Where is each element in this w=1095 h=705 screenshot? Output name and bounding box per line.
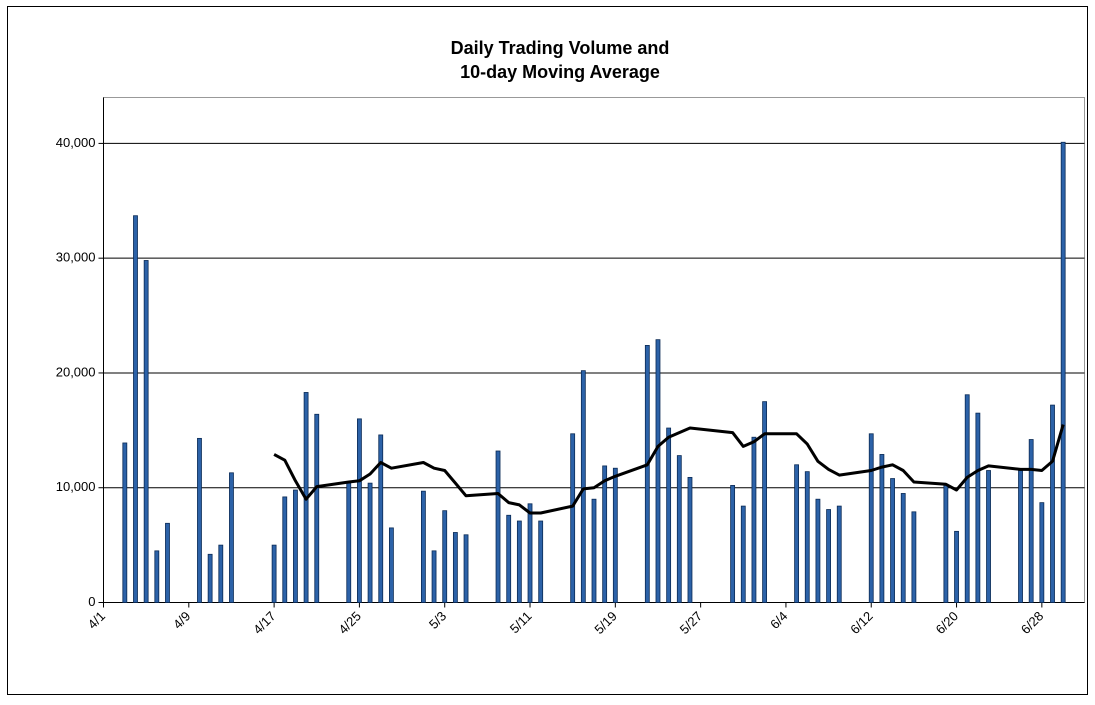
- bar: [900, 493, 906, 603]
- bar: [346, 482, 352, 603]
- bar: [378, 434, 384, 603]
- bar: [293, 489, 298, 603]
- bar: [452, 532, 458, 603]
- bar: [804, 471, 810, 603]
- bar: [357, 418, 362, 603]
- y-tick-label: 20,000: [56, 364, 96, 379]
- bar: [1060, 141, 1066, 603]
- bar: [442, 510, 448, 603]
- bar: [1039, 502, 1045, 603]
- bar: [868, 433, 874, 603]
- bar: [506, 514, 512, 603]
- bar: [218, 544, 224, 603]
- bar: [612, 467, 618, 603]
- bar: [1018, 470, 1023, 603]
- bar: [730, 485, 736, 603]
- bar: [495, 450, 501, 603]
- chart-title: 10-day Moving Average: [460, 62, 660, 82]
- bar: [197, 437, 202, 603]
- bar: [154, 550, 160, 603]
- bar: [666, 427, 672, 603]
- bar: [165, 522, 170, 603]
- bar: [826, 509, 831, 603]
- bar: [282, 496, 288, 603]
- bar: [367, 482, 373, 603]
- bar: [794, 464, 799, 603]
- bar: [516, 520, 522, 603]
- bar: [207, 553, 213, 603]
- bar: [676, 455, 682, 603]
- bar: [538, 520, 544, 603]
- bar: [836, 505, 842, 603]
- bar: [463, 534, 469, 603]
- bar: [389, 527, 394, 603]
- bar: [644, 345, 650, 603]
- bar: [964, 394, 970, 603]
- bar: [911, 511, 917, 603]
- chart-title: Daily Trading Volume and: [451, 38, 670, 58]
- bar: [229, 472, 234, 603]
- bar: [740, 505, 746, 603]
- bar: [133, 215, 138, 603]
- bar: [602, 465, 608, 603]
- bar: [954, 530, 959, 603]
- bar: [890, 478, 895, 603]
- bar: [655, 339, 661, 603]
- moving-average-line: [273, 424, 1065, 515]
- bar: [762, 401, 768, 603]
- bar: [591, 498, 597, 603]
- y-tick-label: 40,000: [56, 135, 96, 150]
- bar: [986, 470, 991, 603]
- y-tick-label: 0: [88, 594, 95, 609]
- bar: [420, 490, 426, 603]
- bar: [570, 433, 576, 603]
- bar: [687, 476, 693, 603]
- bar: [271, 544, 277, 603]
- y-tick-label: 10,000: [56, 479, 96, 494]
- bar: [1028, 439, 1034, 603]
- bar: [122, 442, 128, 603]
- bar: [815, 498, 821, 603]
- bar: [143, 260, 149, 603]
- bar: [879, 454, 885, 603]
- bar: [431, 550, 437, 603]
- bar: [314, 413, 320, 603]
- bar: [1050, 404, 1055, 603]
- bar: [975, 412, 981, 603]
- bar: [580, 370, 586, 603]
- bar: [751, 436, 757, 603]
- bar: [527, 503, 533, 603]
- bar: [943, 483, 949, 603]
- y-tick-label: 30,000: [56, 250, 96, 265]
